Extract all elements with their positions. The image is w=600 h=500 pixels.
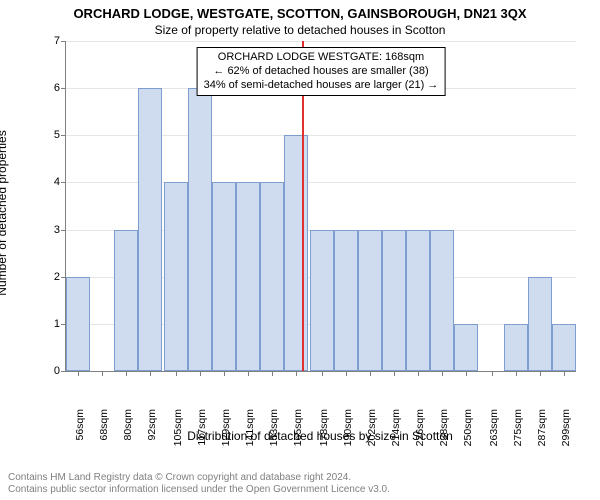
annotation-line-1: ORCHARD LODGE WESTGATE: 168sqm <box>204 51 439 65</box>
x-tick-mark <box>150 371 151 376</box>
histogram-bar <box>66 277 90 371</box>
histogram-bar <box>334 230 358 371</box>
y-axis-label: Number of detached properties <box>0 113 9 313</box>
histogram-bar <box>358 230 382 371</box>
x-tick-mark <box>346 371 347 376</box>
x-tick-mark <box>78 371 79 376</box>
chart-title: ORCHARD LODGE, WESTGATE, SCOTTON, GAINSB… <box>0 0 600 21</box>
y-tick-label: 0 <box>54 365 66 377</box>
x-tick-mark <box>564 371 565 376</box>
footer-line-2: Contains public sector information licen… <box>8 484 390 496</box>
x-axis-label: Distribution of detached houses by size … <box>65 429 575 443</box>
x-tick-mark <box>370 371 371 376</box>
histogram-bar <box>552 324 576 371</box>
histogram-bar <box>138 88 162 371</box>
y-tick-label: 7 <box>54 35 66 47</box>
histogram-bar <box>406 230 430 371</box>
histogram-bar <box>260 182 284 371</box>
x-tick-mark <box>540 371 541 376</box>
x-tick-mark <box>394 371 395 376</box>
histogram-bar <box>114 230 138 371</box>
histogram-bar <box>236 182 260 371</box>
x-tick-mark <box>322 371 323 376</box>
annotation-line-2: ← 62% of detached houses are smaller (38… <box>204 65 439 79</box>
histogram-bar <box>454 324 478 371</box>
footer-line-1: Contains HM Land Registry data © Crown c… <box>8 472 390 484</box>
histogram-bar <box>430 230 454 371</box>
histogram-bar <box>310 230 334 371</box>
x-tick-mark <box>272 371 273 376</box>
histogram-bar <box>504 324 528 371</box>
plot-area: 0123456756sqm68sqm80sqm92sqm105sqm117sqm… <box>65 41 576 372</box>
annotation-box: ORCHARD LODGE WESTGATE: 168sqm ← 62% of … <box>197 47 446 96</box>
histogram-bar <box>212 182 236 371</box>
footer-attribution: Contains HM Land Registry data © Crown c… <box>8 472 390 496</box>
gridline <box>66 41 576 42</box>
y-tick-label: 1 <box>54 318 66 330</box>
x-tick-mark <box>466 371 467 376</box>
x-tick-mark <box>224 371 225 376</box>
chart-area: 0123456756sqm68sqm80sqm92sqm105sqm117sqm… <box>10 41 590 441</box>
y-tick-label: 4 <box>54 176 66 188</box>
histogram-bar <box>528 277 552 371</box>
y-tick-label: 6 <box>54 82 66 94</box>
x-tick-mark <box>418 371 419 376</box>
histogram-bar <box>382 230 406 371</box>
histogram-bar <box>164 182 188 371</box>
x-tick-mark <box>442 371 443 376</box>
x-tick-mark <box>102 371 103 376</box>
histogram-bar <box>284 135 308 371</box>
histogram-bar <box>188 88 212 371</box>
chart-subtitle: Size of property relative to detached ho… <box>0 21 600 37</box>
y-tick-label: 2 <box>54 271 66 283</box>
x-tick-mark <box>126 371 127 376</box>
x-tick-mark <box>492 371 493 376</box>
x-tick-mark <box>200 371 201 376</box>
y-tick-label: 5 <box>54 129 66 141</box>
x-tick-mark <box>516 371 517 376</box>
annotation-line-3: 34% of semi-detached houses are larger (… <box>204 79 439 93</box>
x-tick-mark <box>176 371 177 376</box>
y-tick-label: 3 <box>54 224 66 236</box>
x-tick-mark <box>248 371 249 376</box>
x-tick-mark <box>296 371 297 376</box>
